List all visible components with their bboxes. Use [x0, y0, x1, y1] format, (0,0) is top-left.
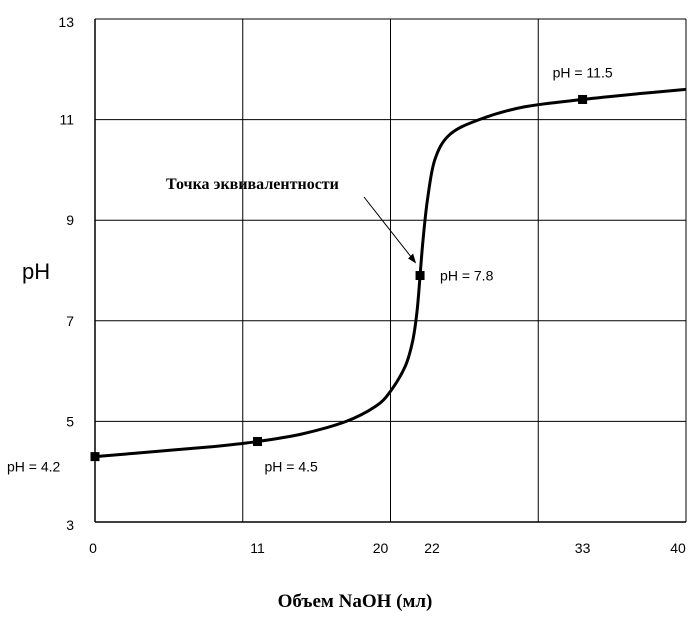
- curve-layer: [94, 87, 687, 459]
- data-point-label: pH = 4.5: [265, 459, 319, 475]
- data-point-marker: [415, 271, 425, 281]
- axes: [94, 19, 686, 523]
- annotation-arrow-line: [363, 196, 414, 260]
- annotation-layer: Точка эквивалентности: [166, 176, 417, 264]
- x-tick-label: 0: [89, 540, 97, 556]
- data-point-label: pH = 11.5: [553, 64, 613, 80]
- x-axis-label: Объем NaOH (мл): [278, 591, 433, 612]
- data-point-marker: [90, 452, 100, 462]
- data-point-marker: [578, 94, 588, 104]
- y-tick-label: 5: [66, 413, 74, 429]
- x-tick-label: 11: [250, 540, 265, 556]
- y-axis-label: pH: [22, 259, 50, 284]
- y-tick-label: 3: [66, 517, 74, 533]
- x-tick-label: 40: [670, 540, 686, 556]
- equivalence-point-annotation: Точка эквивалентности: [166, 176, 339, 193]
- tick-labels: 0 11 20 22 33 40 3 5 7 9 11 13: [58, 14, 686, 556]
- grid-lines: [95, 18, 687, 523]
- titration-curve: [94, 87, 687, 459]
- x-tick-label: 33: [575, 540, 591, 556]
- x-tick-label: 20: [373, 540, 389, 556]
- y-tick-label: 11: [59, 112, 74, 128]
- points-layer: pH = 4.2 pH = 4.5 pH = 7.8 pH = 11.5: [7, 64, 613, 474]
- y-tick-label: 13: [58, 14, 74, 30]
- data-point-marker: [253, 437, 263, 447]
- y-tick-label: 7: [66, 313, 74, 329]
- y-tick-label: 9: [66, 212, 74, 228]
- data-point-label: pH = 4.2: [7, 459, 61, 475]
- annotation-arrowhead: [408, 253, 417, 264]
- data-point-label: pH = 7.8: [440, 268, 494, 284]
- x-tick-label: 22: [424, 540, 440, 556]
